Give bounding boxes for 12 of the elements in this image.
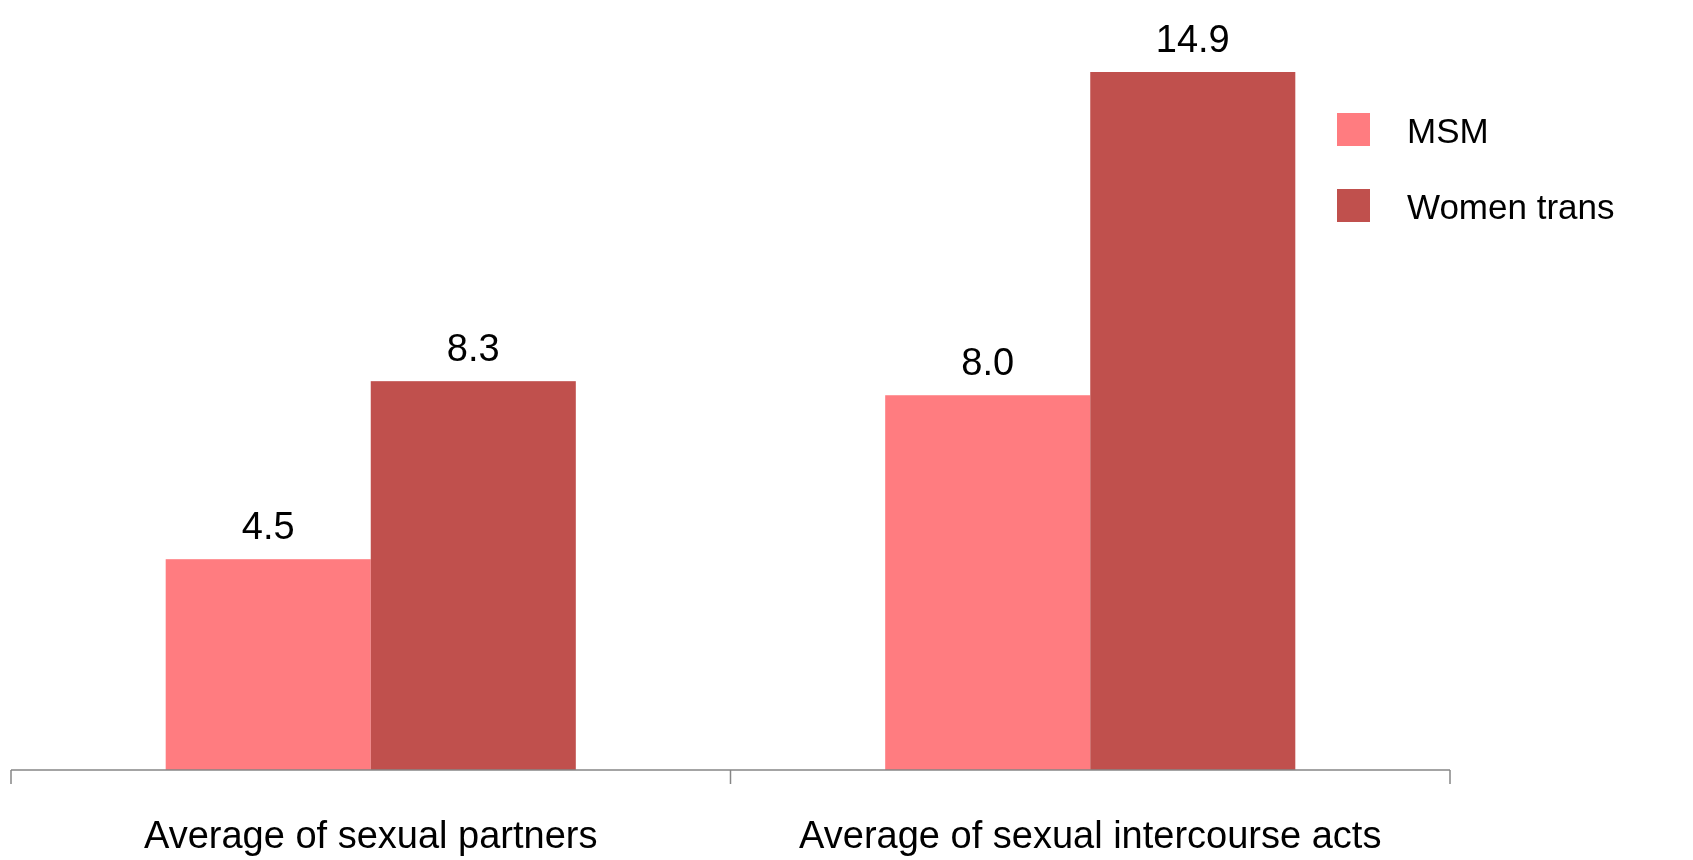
x-tick-label: Average of sexual intercourse acts [799,814,1382,856]
x-tick-label: Average of sexual partners [144,814,598,856]
bar [165,559,371,770]
data-label: 8.0 [961,341,1015,384]
bar [1090,72,1296,770]
bar [885,395,1091,770]
legend-label: Women trans [1407,187,1615,226]
legend-label: MSM [1407,111,1489,150]
data-label: 8.3 [446,327,500,370]
bar [370,381,576,770]
data-label: 14.9 [1155,18,1230,60]
data-label: 4.5 [241,505,295,548]
